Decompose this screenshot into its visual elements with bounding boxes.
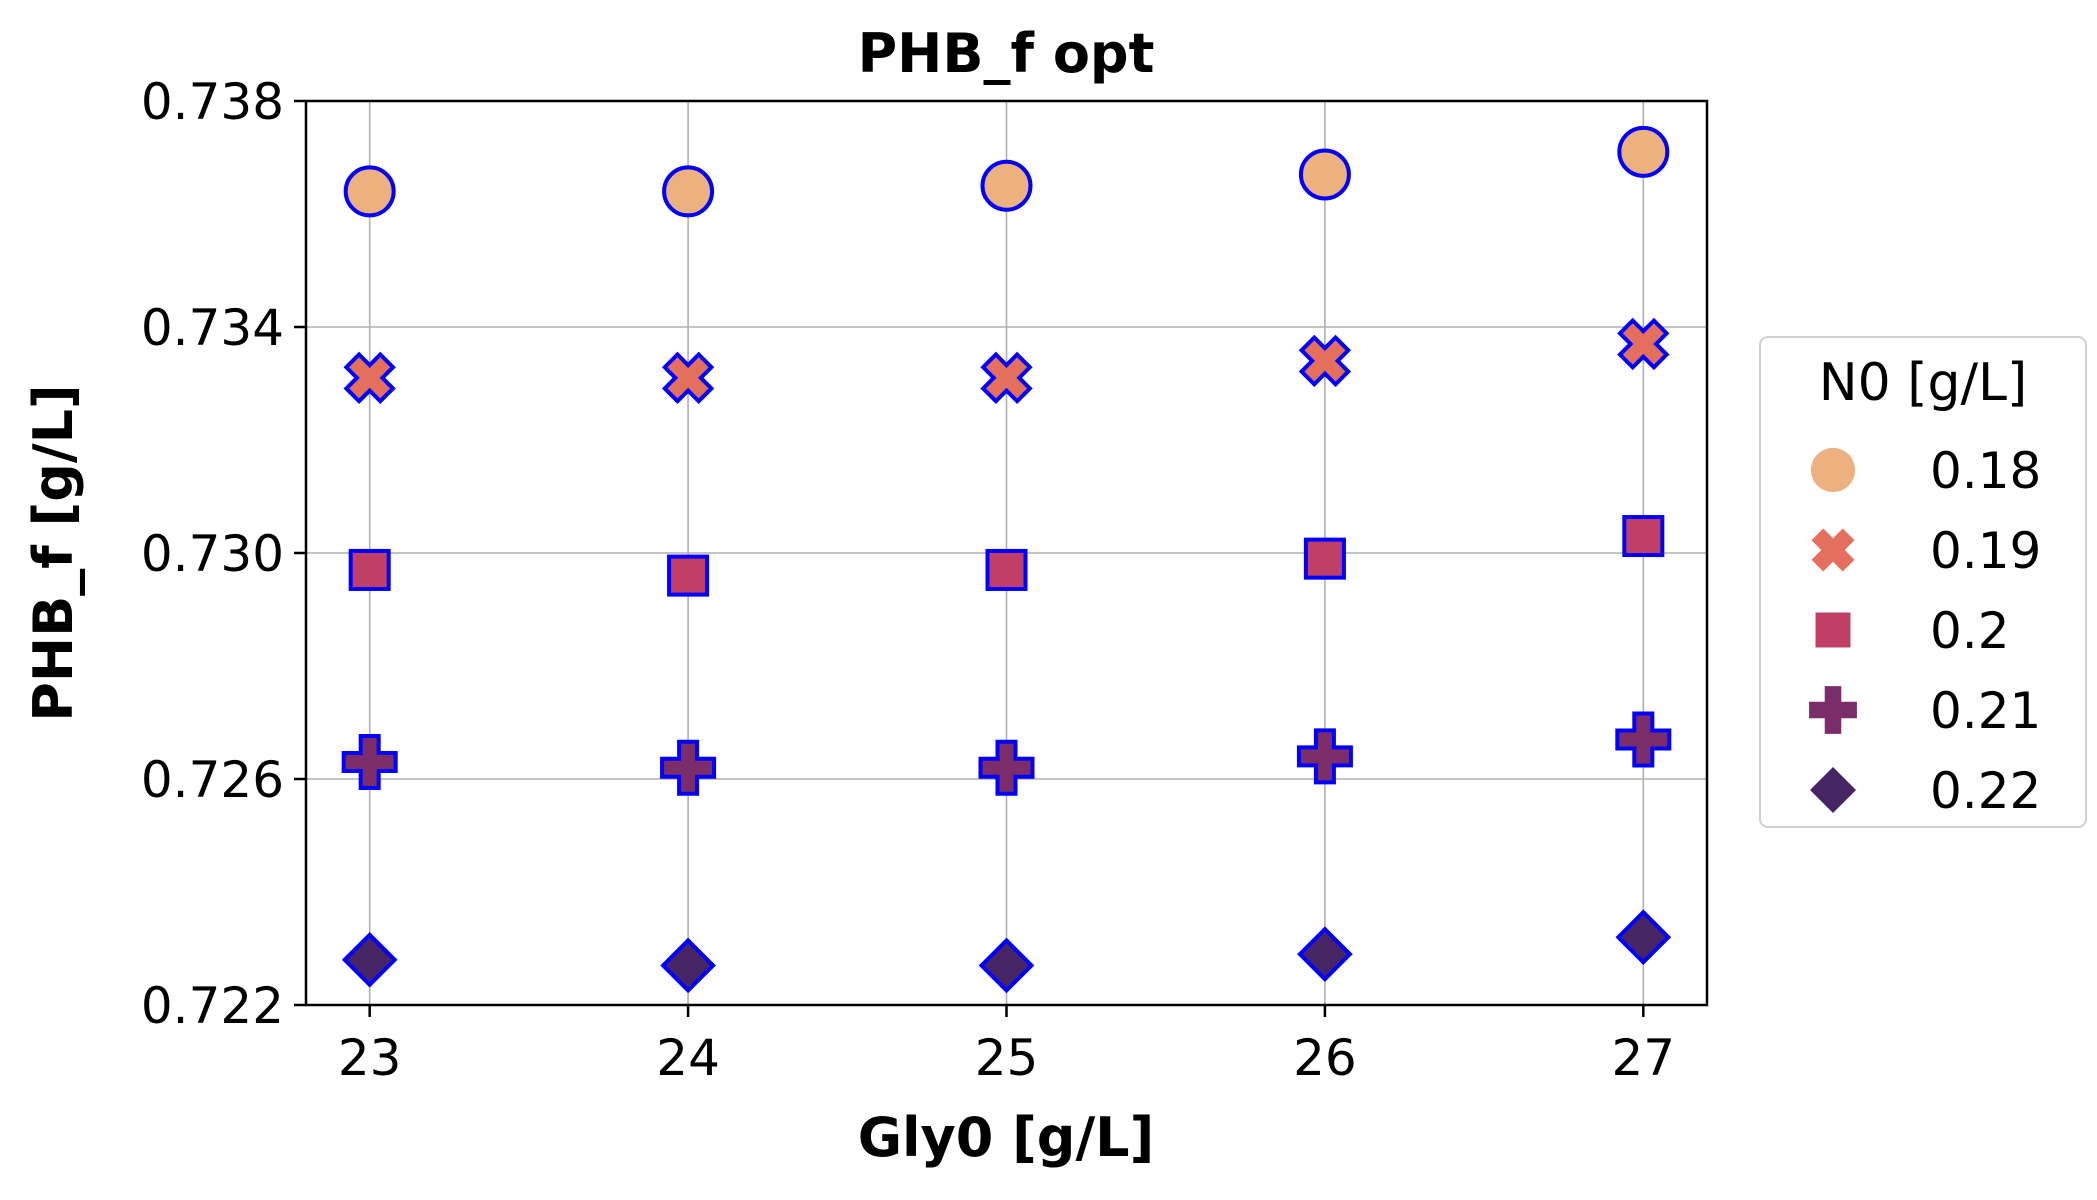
data-point-square [667, 554, 710, 597]
data-point-square [348, 548, 391, 591]
data-point-diamond [341, 931, 398, 988]
data-point-circle [662, 165, 715, 218]
data-point-x [980, 351, 1033, 405]
legend-label: 0.2 [1930, 602, 2010, 660]
data-point-x [1298, 334, 1352, 388]
x-tick-label: 25 [975, 1029, 1039, 1087]
data-point-plus [978, 739, 1035, 796]
data-point-diamond [1615, 909, 1672, 966]
data-point-plus [660, 739, 717, 796]
data-point-diamond [978, 937, 1035, 994]
x-tick-label: 24 [656, 1029, 720, 1087]
y-axis-label: PHB_f [g/L] [22, 384, 85, 721]
legend-label: 0.18 [1930, 442, 2041, 500]
legend-items: 0.18 0.19 0.2 0.21 0.22 [1809, 442, 2041, 820]
data-point-x [1617, 317, 1670, 371]
data-point-circle [343, 165, 396, 218]
y-tick-label: 0.726 [141, 751, 284, 809]
data-point-diamond [1297, 926, 1353, 982]
x-tick-label: 23 [338, 1029, 402, 1087]
data-point-circle [1617, 125, 1670, 178]
legend-marker-x [1811, 528, 1855, 572]
y-tick-label: 0.730 [141, 525, 284, 583]
data-point-diamond [660, 937, 716, 994]
data-point-circle [1298, 148, 1351, 201]
data-point-plus [341, 734, 398, 791]
data-point-x [661, 351, 715, 405]
y-tick-label: 0.738 [141, 73, 284, 131]
data-point-square [985, 548, 1028, 591]
legend-title: N0 [g/L] [1819, 353, 2028, 413]
data-point-square [1303, 537, 1346, 580]
data-point-square [1622, 515, 1665, 558]
legend-marker-diamond [1810, 767, 1856, 813]
data-point-plus [1615, 711, 1672, 768]
legend: N0 [g/L] 0.18 0.19 0.2 0.21 0.22 [1759, 336, 2087, 828]
legend-label: 0.19 [1930, 522, 2041, 580]
x-tick-label: 26 [1293, 1029, 1357, 1087]
legend-marker-plus [1809, 686, 1857, 734]
legend-label: 0.22 [1930, 762, 2041, 820]
data-point-plus [1296, 728, 1353, 785]
y-tick-label: 0.722 [141, 977, 284, 1035]
y-tick-label: 0.734 [141, 299, 284, 357]
chart-title: PHB_f opt [858, 22, 1155, 85]
data-point-circle [980, 159, 1033, 212]
x-axis-label: Gly0 [g/L] [858, 1106, 1155, 1169]
axis-ticks: 23 24 25 26 27 0.722 0.726 0.730 0.734 0.738 [141, 73, 1675, 1087]
legend-marker-square [1815, 612, 1851, 648]
legend-marker-circle [1810, 447, 1856, 493]
legend-label: 0.21 [1930, 682, 2041, 740]
data-point-x [343, 351, 396, 405]
data-points [341, 125, 1672, 994]
x-tick-label: 27 [1612, 1029, 1676, 1087]
